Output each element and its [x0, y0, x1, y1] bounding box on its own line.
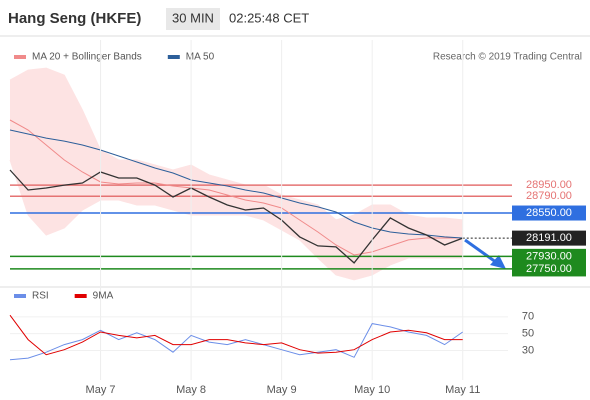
- series-line: [9, 129, 463, 239]
- price-label: 28191.00: [526, 232, 572, 244]
- bollinger-upper: [9, 67, 463, 221]
- legend-label: MA 50: [186, 52, 215, 63]
- legend-label: 9MA: [93, 291, 114, 302]
- x-tick-label: May 11: [445, 384, 480, 396]
- price-label-box: [512, 261, 586, 277]
- chart-title: Hang Seng (HKFE): [8, 10, 141, 27]
- price-label: 28550.00: [526, 207, 572, 219]
- legend-label: RSI: [32, 291, 49, 302]
- price-label: 28950.00: [526, 179, 572, 191]
- series-line: [9, 119, 463, 256]
- projection-arrow-head: [490, 255, 506, 269]
- x-tick-label: May 7: [86, 384, 116, 396]
- price-label-box: [512, 188, 586, 204]
- price-line: [9, 169, 463, 264]
- x-tick-label: May 10: [354, 384, 390, 396]
- bollinger-lower: [9, 159, 463, 281]
- legend-label: MA 20 + Bollinger Bands: [32, 52, 142, 63]
- series-line: [9, 323, 463, 361]
- x-tick-label: May 8: [176, 384, 206, 396]
- y-tick-label: 30: [522, 344, 534, 356]
- series-line: [9, 314, 463, 356]
- interval[interactable]: 30 MIN: [172, 10, 214, 25]
- y-tick-label: 50: [522, 328, 534, 340]
- clock: 02:25:48 CET: [229, 10, 309, 25]
- price-label-box: [512, 230, 586, 246]
- price-label: 28790.00: [526, 190, 572, 202]
- x-tick-label: May 9: [267, 384, 297, 396]
- credit: Research © 2019 Trading Central: [433, 52, 582, 63]
- y-tick-label: 70: [522, 311, 534, 323]
- interval-box[interactable]: [166, 8, 220, 30]
- price-label-box: [512, 248, 586, 264]
- price-label: 27930.00: [526, 250, 572, 262]
- bollinger-fill: [10, 68, 463, 280]
- price-label: 27750.00: [526, 263, 572, 275]
- price-label-box: [512, 205, 586, 221]
